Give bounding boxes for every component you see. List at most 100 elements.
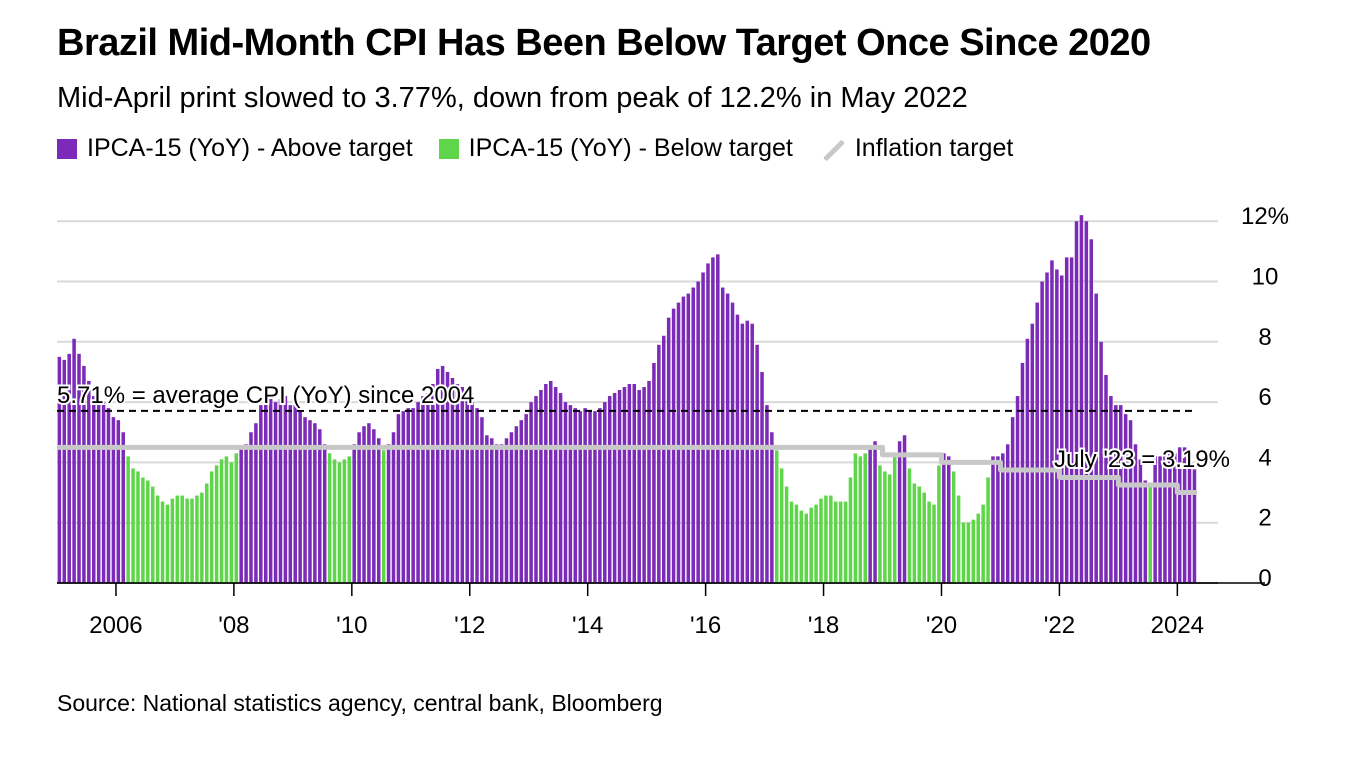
bar-2005-10 xyxy=(101,402,106,583)
bar-2010-12 xyxy=(406,408,410,583)
bar-2021-11 xyxy=(1050,260,1054,583)
bar-2005-2 xyxy=(62,359,67,583)
bar-2013-5 xyxy=(548,380,553,583)
bar-2016-9 xyxy=(745,320,750,583)
bars xyxy=(57,215,1197,584)
bar-2012-1 xyxy=(470,402,474,583)
inflation-target-line xyxy=(57,444,1197,496)
bar-2015-11 xyxy=(696,281,700,583)
bar-2019-6 xyxy=(907,468,912,583)
bar-2021-1 xyxy=(1001,453,1005,583)
bar-2024-4 xyxy=(1192,469,1197,583)
bar-2024-1 xyxy=(1177,447,1182,583)
bar-2007-3 xyxy=(185,498,189,583)
bar-2022-9 xyxy=(1099,341,1103,583)
bar-2005-7 xyxy=(87,380,91,583)
bar-2020-6 xyxy=(966,522,971,583)
bar-2011-8 xyxy=(445,371,450,583)
bar-2008-9 xyxy=(273,402,278,583)
bar-2009-9 xyxy=(332,459,337,583)
bar-2022-4 xyxy=(1074,221,1079,583)
bar-2011-9 xyxy=(450,377,455,583)
legend: IPCA-15 (YoY) - Above target IPCA-15 (Yo… xyxy=(57,134,1039,163)
bar-2018-11 xyxy=(873,441,877,583)
inflation-target-path xyxy=(57,444,1197,496)
bar-2016-8 xyxy=(740,323,745,583)
bar-2020-8 xyxy=(976,513,980,583)
bar-2006-11 xyxy=(165,504,170,583)
y-tick-label-4: 4 xyxy=(1258,444,1271,471)
bar-2006-10 xyxy=(160,501,165,583)
bar-2020-7 xyxy=(971,519,976,583)
bar-2023-11 xyxy=(1168,453,1172,583)
bar-2013-6 xyxy=(553,387,558,583)
bar-2016-10 xyxy=(750,323,754,583)
bar-2022-1 xyxy=(1060,275,1064,583)
bar-2017-11 xyxy=(814,504,818,583)
bar-2007-2 xyxy=(180,495,184,583)
bar-2023-2 xyxy=(1123,414,1128,583)
bar-2015-12 xyxy=(701,272,705,583)
bar-2005-1 xyxy=(57,356,62,583)
bar-2005-5 xyxy=(77,353,81,583)
bar-2021-12 xyxy=(1055,269,1059,583)
bar-2010-11 xyxy=(401,411,406,583)
bar-2024-2 xyxy=(1182,447,1187,583)
bar-2012-12 xyxy=(524,414,528,583)
bar-2023-5 xyxy=(1138,459,1143,583)
legend-item-inflation-target: Inflation target xyxy=(819,134,1013,163)
bar-2005-3 xyxy=(67,353,71,583)
bar-2021-7 xyxy=(1030,323,1035,583)
bar-2018-3 xyxy=(833,501,838,583)
chart-subtitle: Mid-April print slowed to 3.77%, down fr… xyxy=(57,82,968,114)
bar-2023-8 xyxy=(1153,456,1157,583)
bar-2023-6 xyxy=(1143,480,1148,583)
bar-2023-12 xyxy=(1173,453,1177,583)
bar-2008-4 xyxy=(249,432,253,583)
bar-2010-2 xyxy=(357,432,361,583)
bar-2010-6 xyxy=(376,438,381,583)
bar-2018-6 xyxy=(848,477,853,583)
x-tick-label-2014: '14 xyxy=(572,612,603,639)
bar-2015-10 xyxy=(691,287,695,583)
bar-2009-6 xyxy=(318,429,322,583)
bar-2014-11 xyxy=(637,390,641,583)
bar-2022-11 xyxy=(1109,396,1113,583)
bar-2009-8 xyxy=(327,453,332,583)
bar-2011-4 xyxy=(426,393,430,583)
bar-2005-12 xyxy=(111,417,116,583)
legend-label-below: IPCA-15 (YoY) - Below target xyxy=(468,134,793,162)
bar-2009-10 xyxy=(337,462,342,583)
bar-2008-2 xyxy=(239,447,243,583)
bar-2006-6 xyxy=(141,477,145,583)
bar-2023-1 xyxy=(1118,405,1123,583)
legend-item-below-target: IPCA-15 (YoY) - Below target xyxy=(438,134,793,163)
bar-2022-12 xyxy=(1114,405,1118,583)
bar-2021-8 xyxy=(1035,302,1039,583)
bar-2012-3 xyxy=(480,417,484,583)
bar-2012-7 xyxy=(499,444,504,583)
bar-2013-10 xyxy=(573,408,578,583)
bar-2016-3 xyxy=(716,254,720,583)
bar-2012-9 xyxy=(509,432,514,583)
bar-2022-2 xyxy=(1064,257,1069,583)
bar-2007-5 xyxy=(195,495,199,583)
bar-2019-3 xyxy=(892,456,897,583)
bar-2020-4 xyxy=(956,495,961,583)
bar-2016-5 xyxy=(725,293,730,583)
bar-2011-1 xyxy=(411,408,415,583)
annotation-label-0: July '23 = 3.19% xyxy=(1054,446,1230,473)
bar-2020-11 xyxy=(991,456,995,583)
legend-swatch-above xyxy=(57,138,77,159)
x-tick-label-2022: '22 xyxy=(1044,612,1075,639)
bar-2021-6 xyxy=(1025,338,1030,583)
bar-2019-11 xyxy=(932,504,936,583)
bar-2018-12 xyxy=(878,465,882,583)
bar-2020-3 xyxy=(951,471,956,583)
legend-label-target: Inflation target xyxy=(854,134,1014,162)
bar-2013-12 xyxy=(583,408,587,583)
bar-2023-7 xyxy=(1148,486,1152,583)
x-tick-label-2016: '16 xyxy=(690,612,721,639)
bar-2015-7 xyxy=(676,302,681,583)
bar-2014-2 xyxy=(593,411,597,583)
